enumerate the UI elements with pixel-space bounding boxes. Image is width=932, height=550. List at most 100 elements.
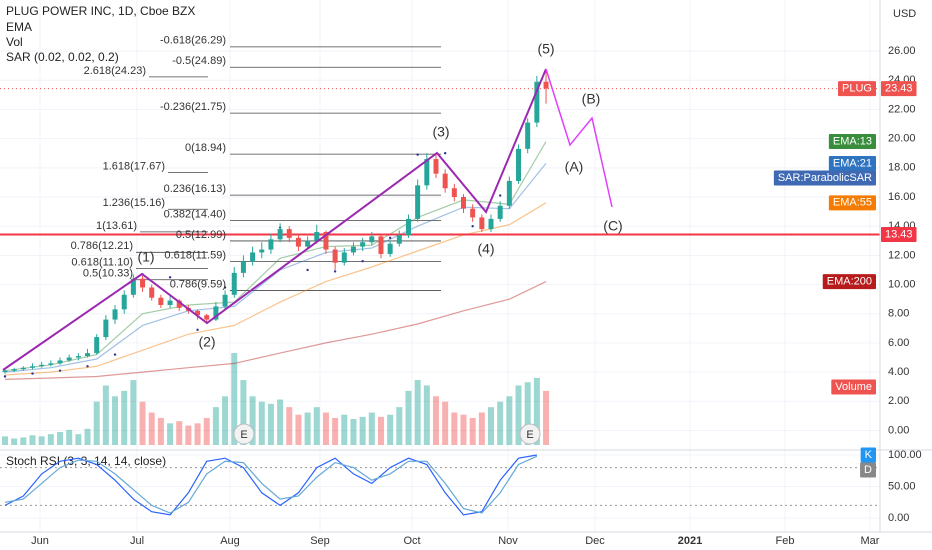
candle-body [350, 246, 356, 253]
volume-bar [2, 436, 8, 445]
candle-body [176, 300, 182, 308]
k-tag-text: K [865, 449, 873, 461]
volume-bar [20, 437, 27, 445]
candle-body [506, 180, 512, 206]
indicator-label: EMA [6, 20, 32, 34]
price-value-tag-text: 23.43 [885, 82, 913, 94]
candle-body [277, 229, 283, 240]
candle-body [85, 353, 91, 357]
x-tick-label: Sep [310, 535, 330, 547]
ema-tag-box [828, 155, 876, 171]
fib-label: 1(13.61) [96, 220, 137, 232]
volume-bar [350, 419, 357, 445]
sar-dot [196, 328, 199, 331]
wave-label: (2) [198, 334, 215, 350]
fib-label: 0.618(11.10) [71, 256, 133, 268]
sar-dot [168, 276, 172, 279]
chart-title: PLUG POWER INC, 1D, Cboe BZX [6, 4, 195, 18]
volume-bar [377, 416, 384, 445]
volume-bar [423, 385, 430, 445]
ema-tag-box [828, 195, 876, 211]
k-tag-box [860, 447, 876, 463]
indicator-label: SAR (0.02, 0.02, 0.2) [6, 50, 119, 64]
volume-bar [194, 423, 201, 445]
x-tick-label: Jul [130, 535, 144, 547]
sar-tag-box [773, 170, 876, 186]
price-tag-box [838, 81, 876, 97]
volume-bar [231, 353, 238, 445]
ema-line [4, 281, 547, 380]
price-tag: PLUG [838, 81, 876, 97]
candle-body [396, 234, 402, 244]
volume-bar [442, 401, 449, 445]
volume-bar [157, 417, 164, 445]
candle-body [39, 364, 45, 367]
volume-tag: Volume [831, 379, 876, 395]
candle-body [415, 185, 421, 219]
volume-bar [341, 414, 348, 445]
candle-body [323, 232, 329, 250]
candle-body [130, 278, 136, 295]
fib-label: 0.5(10.33) [83, 268, 133, 280]
volume-bar [488, 407, 495, 445]
volume-bar [258, 401, 265, 445]
price-tag-text: PLUG [842, 82, 872, 94]
candle-body [231, 272, 237, 295]
currency: USD [893, 8, 916, 20]
price-value-tag-box [881, 81, 917, 97]
sar-tag: SAR:ParabolicSAR [773, 170, 876, 186]
ema-tag-box [828, 134, 876, 150]
sar-dot [361, 260, 364, 263]
stoch-line [4, 454, 538, 516]
candle-body [360, 242, 366, 247]
volume-bar [304, 412, 311, 445]
y-tick-label: 22.00 [888, 103, 916, 115]
volume-bar [176, 421, 183, 445]
volume-bar [185, 425, 192, 445]
candle-body [240, 261, 246, 273]
y-tick-label: 12.00 [888, 249, 916, 261]
sar-dot [223, 286, 227, 289]
candle-body [332, 249, 338, 263]
indicator-label: Vol [6, 35, 23, 49]
sar-dot [416, 153, 419, 156]
volume-bar [240, 380, 247, 445]
candle-body [314, 232, 320, 241]
x-tick-label: Jun [31, 535, 49, 547]
volume-bar [222, 396, 229, 445]
candle-body [534, 81, 540, 123]
earnings-label: E [526, 429, 533, 441]
candle-body [286, 229, 292, 238]
candle-body [259, 249, 265, 253]
fib-label: 0.786(12.21) [71, 240, 133, 252]
candle-body [66, 357, 72, 361]
sar-dot [86, 365, 89, 368]
fib-label: 0.618(11.59) [164, 249, 226, 261]
volume-bar [451, 412, 458, 445]
wave-label: (5) [537, 41, 554, 57]
candle-body [424, 159, 430, 186]
y-tick-label: 50.00 [888, 480, 916, 492]
volume-tag-text: Volume [835, 381, 872, 393]
volume-bar [267, 403, 274, 445]
candle-body [121, 294, 127, 310]
sar-dot [388, 236, 392, 240]
fib-label: 0(18.94) [185, 142, 226, 154]
volume-bar [130, 380, 137, 445]
wave-label: (A) [565, 159, 584, 175]
fib-label: 0.786(9.59) [170, 278, 226, 290]
hline-value-tag: 13.43 [881, 227, 917, 243]
sar-dot [306, 268, 309, 272]
ema-tag-text: EMA:13 [833, 135, 872, 147]
sar-tag-text: SAR:ParabolicSAR [778, 172, 872, 184]
candle-body [268, 239, 274, 250]
sar-dot [333, 270, 337, 273]
ema-tag: EMA:55 [828, 195, 876, 211]
volume-bar [506, 396, 513, 445]
wave-label: (C) [603, 218, 622, 234]
fib-label: -0.5(24.89) [172, 55, 226, 67]
volume-bar [212, 407, 219, 445]
fib-label: 1.236(15.16) [103, 197, 165, 209]
x-tick-label: Oct [403, 535, 420, 547]
candle-body [167, 300, 173, 305]
